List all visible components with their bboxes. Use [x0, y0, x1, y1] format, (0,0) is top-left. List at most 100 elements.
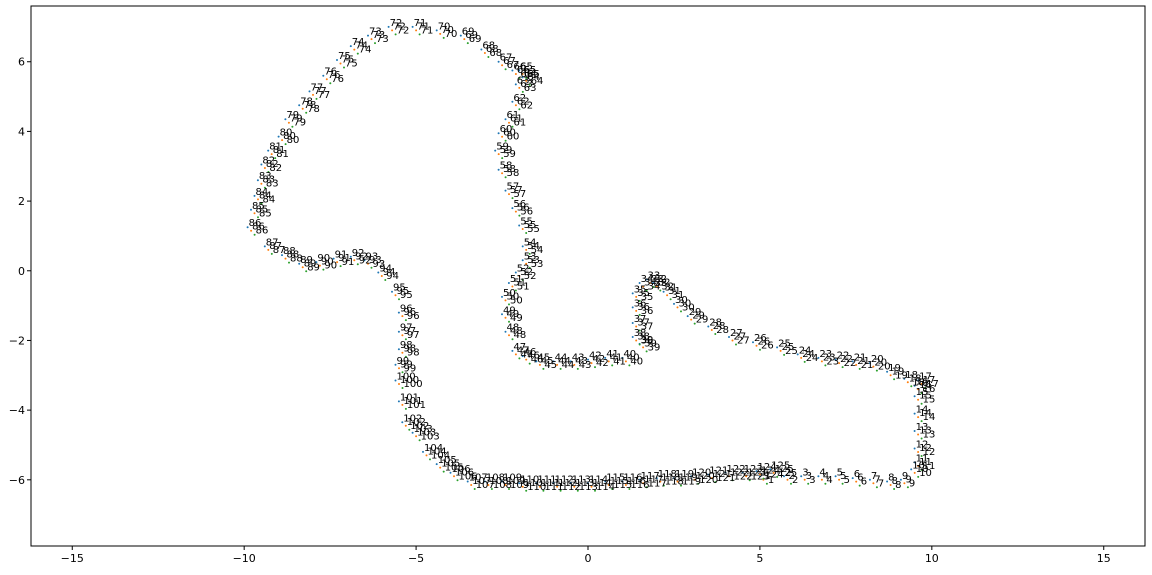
- data-point-label: 52: [517, 264, 530, 275]
- data-point-label: 41: [610, 352, 623, 363]
- data-point: [590, 485, 593, 488]
- data-point-label: 66: [517, 65, 530, 76]
- data-point: [380, 275, 383, 277]
- data-point-label: 27: [730, 328, 743, 339]
- data-point: [511, 338, 514, 341]
- data-point: [483, 480, 486, 483]
- data-point: [253, 212, 256, 215]
- data-point-label: 108: [493, 480, 512, 491]
- data-point: [401, 387, 404, 389]
- data-point-label: 122: [727, 464, 746, 475]
- data-point-label: 99: [397, 356, 410, 367]
- data-point: [783, 475, 785, 478]
- data-point: [408, 428, 411, 431]
- data-point-label: 72: [393, 21, 406, 32]
- data-point-label: 33: [655, 278, 668, 289]
- data-point-label: 38: [641, 336, 654, 347]
- data-point-label: 64: [524, 68, 537, 79]
- data-point: [631, 336, 634, 338]
- data-point: [917, 451, 920, 453]
- data-point-label: 51: [510, 274, 523, 285]
- data-point-label: 67: [507, 60, 520, 71]
- data-point: [542, 367, 545, 370]
- data-point-label: 121: [713, 469, 732, 480]
- data-point: [714, 481, 717, 484]
- data-point: [384, 279, 387, 281]
- x-tick-label: −15: [61, 552, 84, 565]
- data-point-label: 95: [393, 283, 406, 294]
- data-point: [893, 378, 896, 381]
- data-point: [535, 360, 538, 363]
- data-point: [418, 439, 421, 442]
- data-point: [521, 228, 524, 230]
- data-point: [680, 484, 682, 487]
- data-point: [635, 309, 638, 312]
- data-point-label: 104: [424, 443, 443, 454]
- data-point: [920, 383, 923, 385]
- data-point: [284, 143, 287, 146]
- data-point-label: 51: [517, 282, 530, 293]
- data-point: [875, 486, 878, 489]
- data-point: [920, 392, 923, 395]
- data-point: [638, 478, 641, 481]
- data-point-label: 100: [404, 379, 423, 390]
- data-point-label: 81: [276, 149, 289, 160]
- data-point: [731, 479, 734, 482]
- x-tick-label: −5: [408, 552, 424, 565]
- data-point-label: 39: [648, 342, 661, 353]
- y-tick-label: −6: [9, 474, 25, 487]
- data-point-label: 48: [514, 330, 527, 341]
- data-point-label: 83: [266, 179, 279, 190]
- data-point-label: 40: [630, 356, 643, 367]
- data-point-label: 9: [905, 474, 911, 485]
- data-point: [315, 261, 318, 264]
- data-point: [456, 479, 459, 482]
- data-point-label: 102: [403, 413, 422, 424]
- data-point: [250, 208, 252, 211]
- data-point-label: 12: [916, 440, 929, 451]
- data-point: [315, 97, 318, 100]
- data-point: [920, 402, 923, 405]
- data-point-label: 89: [307, 262, 320, 273]
- data-point-label: 49: [510, 313, 523, 324]
- data-point: [339, 62, 342, 65]
- data-point-label: 109: [510, 480, 529, 491]
- data-point: [875, 369, 878, 372]
- data-point-label: 58: [503, 164, 516, 175]
- data-point-label: 121: [709, 466, 728, 477]
- data-point-label: 9: [902, 471, 908, 482]
- data-point: [521, 485, 524, 488]
- data-point: [772, 471, 775, 474]
- data-point: [325, 78, 328, 81]
- data-point-label: 90: [321, 257, 334, 268]
- data-point: [401, 421, 404, 424]
- data-point: [284, 257, 287, 260]
- data-point-label: 17: [919, 372, 932, 383]
- data-point-label: 88: [290, 254, 303, 265]
- data-point: [714, 333, 717, 335]
- data-point-label: 14: [916, 405, 929, 416]
- data-point-label: 57: [514, 189, 527, 200]
- data-point: [487, 56, 490, 58]
- data-point-label: 63: [517, 75, 530, 86]
- data-point-label: 27: [737, 336, 750, 347]
- data-point: [459, 34, 462, 37]
- data-point-label: 80: [280, 128, 293, 139]
- data-point-label: 125: [771, 460, 790, 471]
- data-point: [473, 488, 476, 490]
- data-point-label: 22: [844, 358, 857, 369]
- data-point-label: 79: [293, 118, 306, 129]
- data-point-label: 98: [400, 340, 413, 351]
- data-point-label: 70: [445, 29, 458, 40]
- data-point-label: 120: [699, 475, 718, 486]
- data-point-label: 14: [919, 408, 932, 419]
- data-point-label: 2: [789, 471, 795, 482]
- data-point: [318, 264, 321, 267]
- data-point-label: 43: [579, 360, 592, 371]
- data-point: [514, 104, 517, 107]
- data-point-label: 93: [366, 251, 379, 262]
- data-point: [838, 362, 841, 365]
- data-point: [418, 33, 421, 36]
- data-point: [521, 259, 524, 262]
- data-point-label: 90: [317, 253, 330, 264]
